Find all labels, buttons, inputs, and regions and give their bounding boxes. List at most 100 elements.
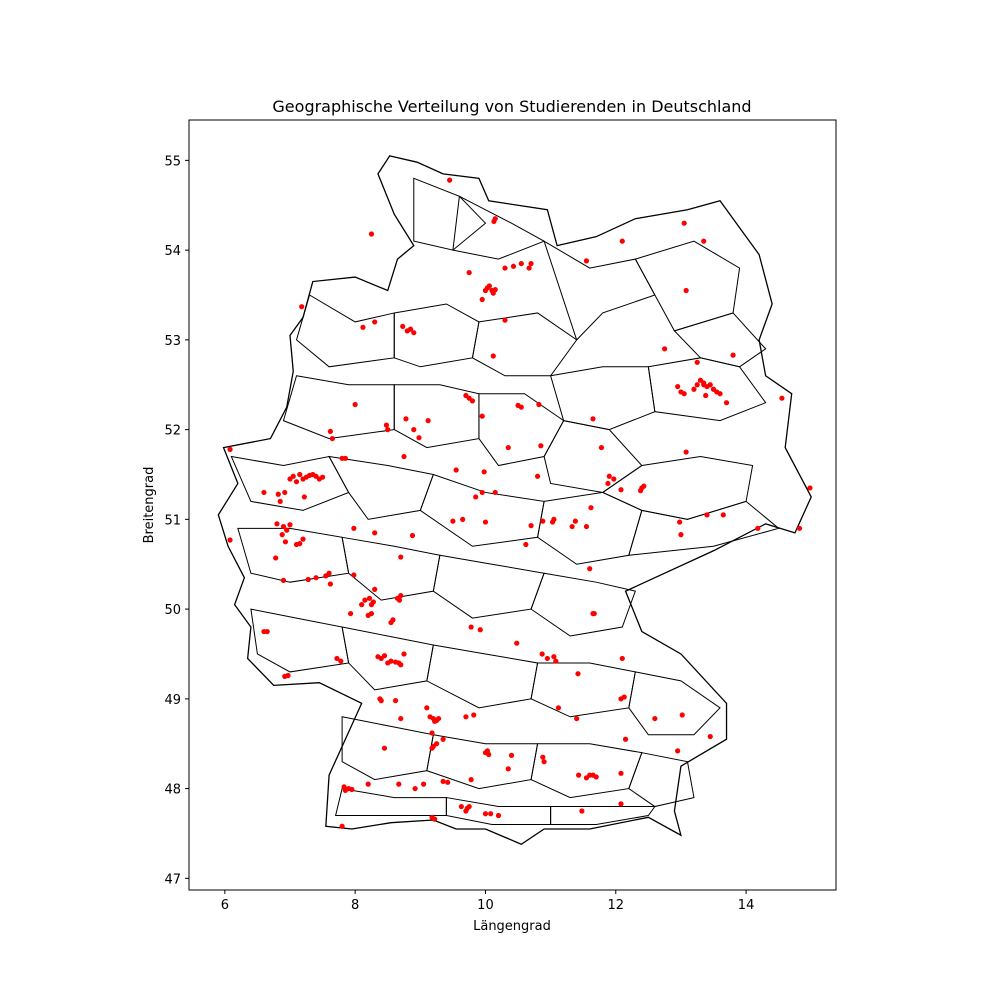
district-boundary: [628, 500, 780, 556]
student-point: [435, 715, 442, 722]
student-point: [287, 522, 293, 528]
student-point: [701, 380, 707, 386]
student-point: [460, 516, 466, 522]
student-point: [471, 712, 477, 718]
student-point: [796, 525, 803, 531]
student-point: [327, 428, 333, 435]
student-point: [591, 610, 597, 617]
student-point: [486, 751, 492, 758]
student-point: [334, 655, 340, 662]
y-tick-label: 49: [164, 693, 181, 708]
student-point: [416, 435, 422, 441]
student-point: [297, 471, 303, 478]
student-point: [447, 177, 453, 183]
student-point: [641, 483, 647, 489]
student-point: [463, 714, 469, 720]
student-point: [508, 752, 515, 758]
student-point: [351, 525, 357, 531]
student-point: [468, 624, 474, 630]
student-point: [450, 518, 456, 524]
student-point: [466, 269, 472, 276]
student-point: [398, 554, 404, 560]
student-point: [683, 287, 689, 294]
student-point: [339, 823, 345, 829]
student-point: [313, 575, 319, 581]
student-point: [430, 743, 436, 750]
student-point: [290, 473, 296, 479]
student-point: [704, 512, 710, 518]
student-point: [351, 572, 357, 578]
student-point: [479, 413, 485, 419]
student-point: [618, 770, 624, 776]
student-point: [400, 323, 406, 330]
student-point: [544, 655, 550, 662]
student-point: [299, 304, 305, 310]
student-point: [445, 779, 451, 785]
student-point: [479, 296, 485, 303]
student-point: [569, 523, 575, 530]
district-boundary: [647, 357, 767, 422]
student-point: [652, 715, 658, 722]
district-boundary: [550, 806, 656, 825]
student-point: [401, 651, 407, 657]
x-tick-label: 14: [738, 898, 755, 913]
student-point: [518, 404, 524, 410]
student-point: [492, 287, 498, 293]
y-tick-label: 47: [164, 872, 181, 887]
student-point: [326, 570, 332, 576]
student-point: [606, 473, 612, 479]
y-axis-label: Breitengrad: [142, 467, 157, 544]
student-point: [360, 324, 366, 330]
student-point: [488, 811, 494, 817]
student-point: [368, 231, 375, 237]
student-point: [227, 446, 233, 452]
student-point: [611, 476, 617, 482]
student-point: [458, 803, 464, 810]
student-point: [575, 671, 581, 677]
district-boundary: [628, 752, 695, 808]
student-point: [338, 658, 344, 664]
axis-ticks: 6 8 10 12 14 47 48 49 50 51 52 53 54 55: [164, 154, 754, 913]
student-point: [319, 474, 326, 480]
student-points-layer: [227, 177, 813, 829]
student-point: [440, 736, 446, 742]
student-point: [383, 422, 390, 428]
x-axis-label: Längengrad: [473, 919, 551, 934]
chart-title: Geographische Verteilung von Studierende…: [272, 97, 751, 116]
student-point: [681, 391, 687, 397]
student-point: [432, 816, 438, 822]
student-point: [390, 617, 396, 623]
student-point: [372, 586, 378, 592]
student-point: [583, 258, 590, 264]
student-point: [779, 395, 785, 401]
y-tick-label: 54: [164, 244, 181, 259]
student-point: [528, 523, 534, 529]
district-boundary: [628, 671, 721, 736]
student-point: [468, 777, 474, 783]
student-point: [227, 537, 233, 543]
student-point: [540, 754, 546, 760]
student-point: [352, 401, 358, 408]
student-point: [755, 525, 761, 531]
student-point: [551, 516, 557, 522]
student-point: [341, 784, 347, 790]
student-point: [365, 612, 371, 618]
student-point: [807, 485, 813, 491]
student-point: [264, 628, 270, 635]
student-point: [407, 326, 414, 332]
student-point: [398, 662, 404, 668]
student-point: [662, 346, 668, 352]
student-point: [385, 427, 391, 433]
student-point: [572, 518, 578, 524]
student-point: [362, 597, 368, 603]
student-point: [534, 473, 541, 479]
student-point: [274, 521, 280, 527]
district-boundary: [530, 572, 636, 637]
y-tick-label: 50: [164, 603, 181, 618]
student-point: [388, 658, 394, 664]
student-point: [707, 382, 713, 388]
student-point: [526, 265, 532, 271]
district-boundaries-layer: [217, 155, 812, 845]
student-point: [678, 532, 684, 538]
